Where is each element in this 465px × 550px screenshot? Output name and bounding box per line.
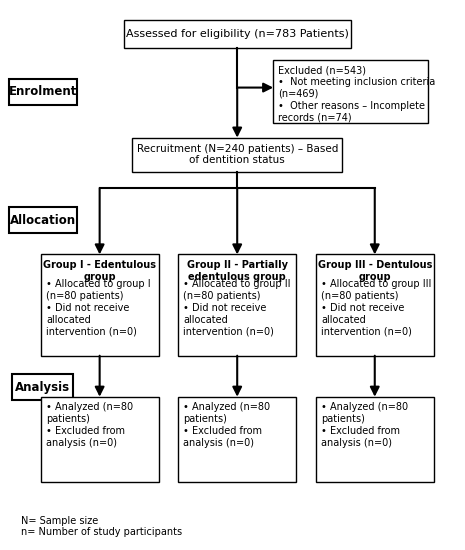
Text: Enrolment: Enrolment [9, 85, 77, 98]
Text: • Did not receive
allocated
intervention (n=0): • Did not receive allocated intervention… [184, 303, 274, 337]
Text: Excluded (n=543): Excluded (n=543) [279, 65, 366, 76]
Text: Assessed for eligibility (n=783 Patients): Assessed for eligibility (n=783 Patients… [126, 29, 349, 39]
Bar [124, 20, 351, 48]
Text: •  Other reasons – Incomplete
records (n=74): • Other reasons – Incomplete records (n=… [279, 101, 425, 123]
Text: Analysis: Analysis [15, 381, 70, 394]
Text: • Did not receive
allocated
intervention (n=0): • Did not receive allocated intervention… [46, 303, 137, 337]
Text: • Analyzed (n=80
patients): • Analyzed (n=80 patients) [46, 402, 133, 424]
Bar [273, 60, 428, 123]
Text: • Analyzed (n=80
patients): • Analyzed (n=80 patients) [184, 402, 271, 424]
Text: • Allocated to group I
(n=80 patients): • Allocated to group I (n=80 patients) [46, 279, 151, 301]
Text: • Allocated to group III
(n=80 patients): • Allocated to group III (n=80 patients) [321, 279, 432, 301]
Text: • Analyzed (n=80
patients): • Analyzed (n=80 patients) [321, 402, 408, 424]
Bar [316, 397, 434, 482]
Text: Allocation: Allocation [10, 214, 76, 227]
Bar [316, 255, 434, 356]
Text: •  Not meeting inclusion criteria
(n=469): • Not meeting inclusion criteria (n=469) [279, 77, 436, 98]
Bar [133, 138, 342, 172]
Bar [41, 255, 159, 356]
Bar [178, 397, 296, 482]
Bar [9, 207, 77, 233]
Text: Recruitment (N=240 patients) – Based
of dentition status: Recruitment (N=240 patients) – Based of … [137, 144, 338, 166]
Text: Group III - Dentulous
group: Group III - Dentulous group [318, 260, 432, 282]
Text: N= Sample size
n= Number of study participants: N= Sample size n= Number of study partic… [21, 516, 182, 537]
Text: Group II - Partially
edentulous group: Group II - Partially edentulous group [187, 260, 288, 282]
Text: • Excluded from
analysis (n=0): • Excluded from analysis (n=0) [321, 426, 400, 448]
Text: • Allocated to group II
(n=80 patients): • Allocated to group II (n=80 patients) [184, 279, 291, 301]
Text: Group I - Edentulous
group: Group I - Edentulous group [43, 260, 156, 282]
Bar [41, 397, 159, 482]
Bar [12, 374, 73, 400]
Bar [9, 79, 77, 105]
Text: • Did not receive
allocated
intervention (n=0): • Did not receive allocated intervention… [321, 303, 412, 337]
Text: • Excluded from
analysis (n=0): • Excluded from analysis (n=0) [184, 426, 262, 448]
Text: • Excluded from
analysis (n=0): • Excluded from analysis (n=0) [46, 426, 125, 448]
Bar [178, 255, 296, 356]
